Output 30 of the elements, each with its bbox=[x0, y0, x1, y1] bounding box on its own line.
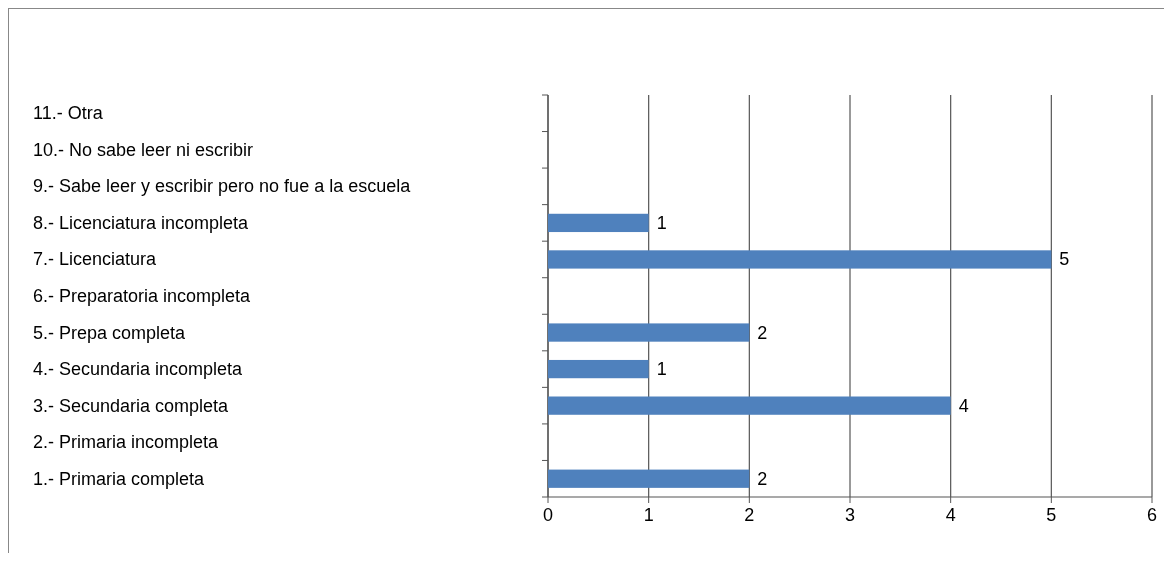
data-label: 4 bbox=[958, 395, 969, 416]
data-label: 1 bbox=[656, 359, 667, 380]
x-tick-label: 0 bbox=[542, 505, 554, 525]
y-tick-label: 2.- Primaria incompleta bbox=[33, 432, 220, 453]
y-tick-label: 6.- Preparatoria incompleta bbox=[33, 286, 252, 306]
bar bbox=[548, 359, 649, 379]
y-tick-label: 9.- Sabe leer y escribir pero no fue a la escuela bbox=[33, 176, 412, 197]
y-tick-label: 7.- Licenciatura bbox=[33, 249, 158, 270]
y-tick-label: 8.- Licenciatura incompleta bbox=[33, 212, 250, 233]
x-tick-label: 5 bbox=[1046, 505, 1057, 525]
y-tick-label: 4.- Secundaria incompleta bbox=[33, 359, 244, 380]
y-tick-label: 1.- Primaria completa bbox=[33, 468, 206, 489]
x-tick-label: 1 bbox=[643, 505, 654, 525]
x-tick-label: 3 bbox=[844, 505, 856, 525]
x-tick-label: 4 bbox=[945, 505, 956, 525]
bar bbox=[548, 213, 649, 233]
data-label: 2 bbox=[757, 468, 768, 489]
x-tick-label: 2 bbox=[744, 505, 755, 525]
bar bbox=[548, 323, 750, 342]
y-tick-label: 5.- Prepa completa bbox=[33, 322, 187, 343]
data-label: 1 bbox=[656, 212, 667, 233]
bar bbox=[548, 469, 750, 488]
bar bbox=[548, 250, 1052, 269]
y-tick-label: 11.- Otra bbox=[33, 103, 104, 124]
y-tick-label: 3.- Secundaria completa bbox=[33, 395, 230, 416]
data-label: 5 bbox=[1059, 249, 1070, 270]
x-tick-label: 6 bbox=[1146, 505, 1158, 525]
y-tick-label: 10.- No sabe leer ni escribir bbox=[33, 139, 254, 160]
bar bbox=[548, 396, 951, 415]
data-label: 2 bbox=[757, 322, 768, 343]
